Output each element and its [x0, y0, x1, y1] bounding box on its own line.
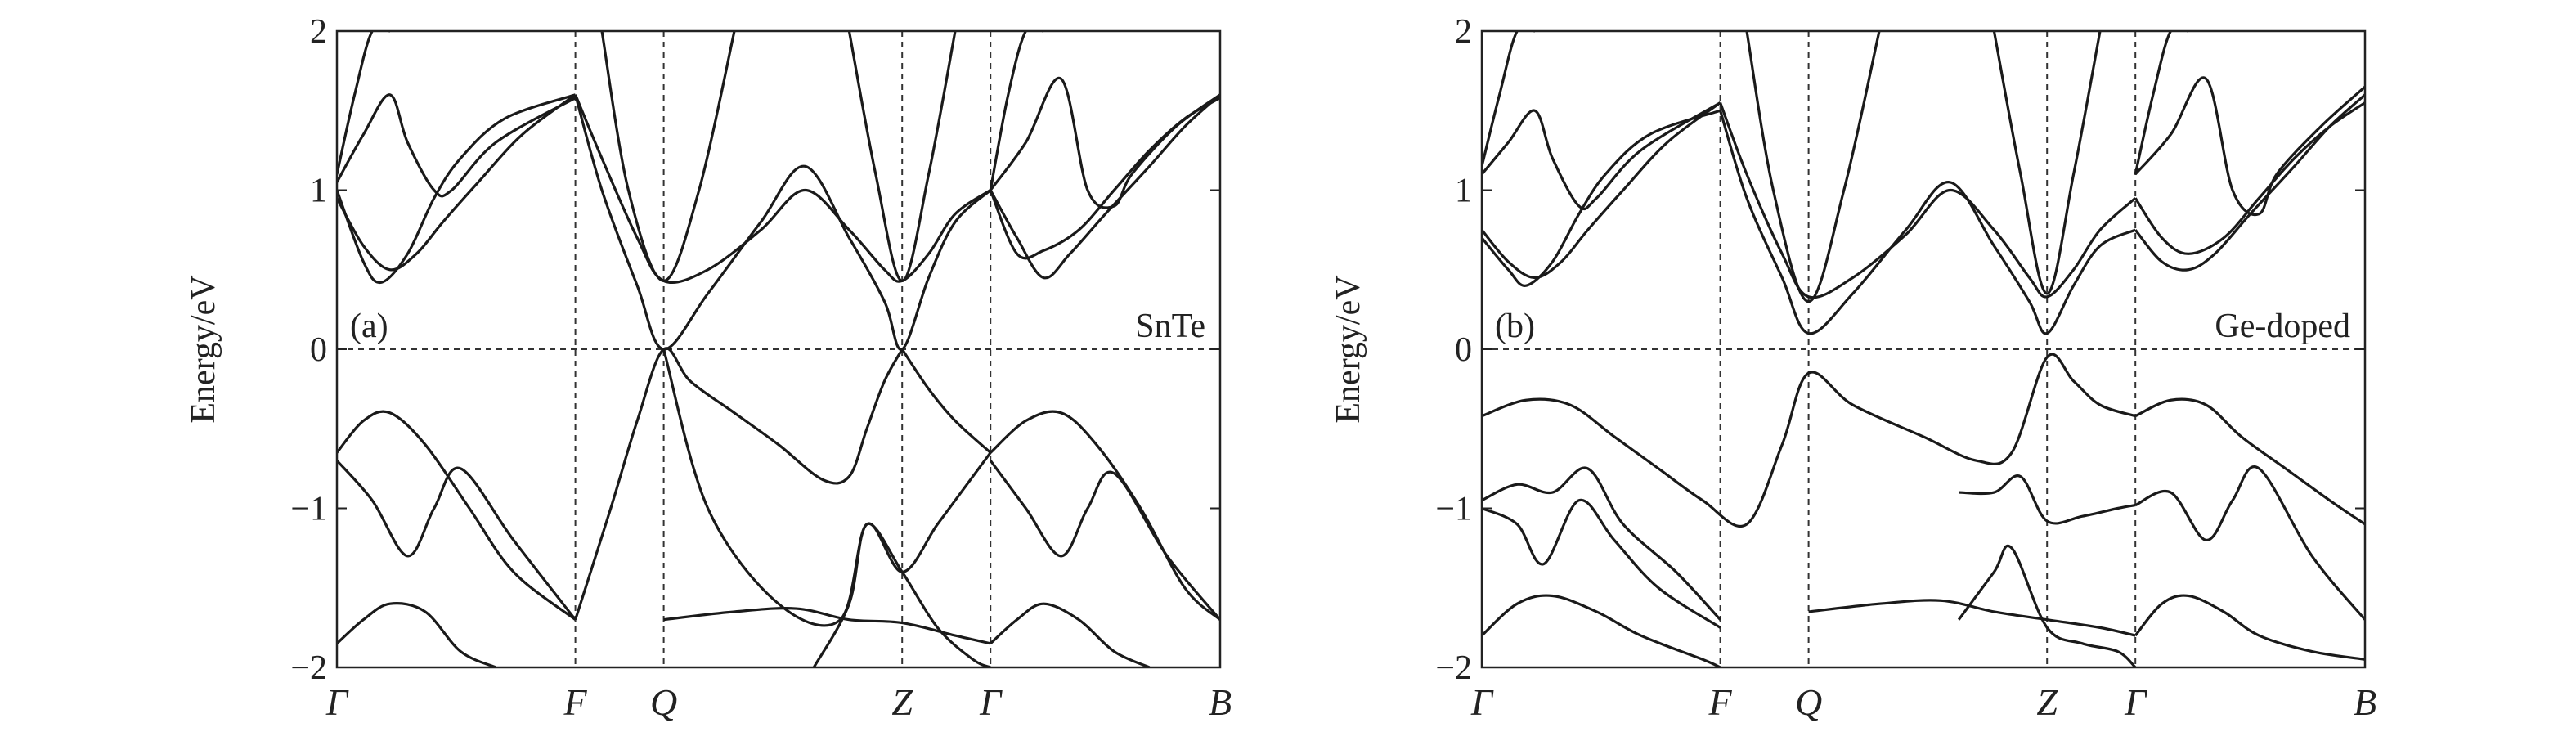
band-line — [1719, 110, 2136, 335]
band-line — [2134, 93, 2365, 272]
band-line — [1745, 31, 1881, 303]
y-tick-label: 2 — [1455, 13, 1472, 51]
band-line — [574, 94, 992, 285]
band-line — [812, 522, 991, 667]
band-line — [2134, 397, 2365, 526]
band-line — [337, 460, 577, 621]
band-line — [1482, 31, 1535, 167]
band-line — [337, 93, 577, 198]
material-label: SnTe — [1135, 308, 1205, 345]
material-label: Ge-doped — [2215, 308, 2350, 345]
band-line — [2134, 101, 2365, 255]
band-line — [2134, 594, 2365, 661]
kpoint-label: Γ — [325, 681, 349, 723]
band-line — [662, 348, 992, 627]
kpoint-label: Γ — [1470, 681, 1494, 723]
y-tick-label: −1 — [1435, 491, 1472, 528]
band-line — [989, 93, 1220, 280]
band-line — [2134, 465, 2365, 621]
y-tick-label: 1 — [1455, 173, 1472, 210]
band-line — [1482, 109, 1721, 287]
band-line — [337, 93, 577, 285]
band-line — [990, 410, 1220, 621]
band-line — [989, 76, 1220, 209]
y-tick-label: −1 — [290, 491, 327, 528]
band-line — [1957, 544, 2137, 667]
band-line — [989, 460, 1220, 621]
y-axis-label: Energy/eV — [1330, 275, 1367, 423]
kpoint-label: Z — [2036, 681, 2058, 723]
band-line — [2134, 76, 2365, 217]
y-axis-label: Energy/eV — [185, 275, 222, 423]
band-line — [1482, 101, 1721, 280]
band-line — [337, 410, 577, 621]
band-line — [989, 97, 1220, 260]
band-line — [1992, 31, 2102, 295]
kpoint-label: F — [563, 681, 588, 723]
band-line — [1482, 594, 1721, 667]
band-line — [600, 31, 736, 282]
band-structure-panel-ge-doped: −2 −1 0 1 2 Γ F Q Z Γ B Energy/eV (b) Ge-doped — [1330, 13, 2376, 723]
band-structure-panel-snte: −2 −1 0 1 2 Γ F Q Z Γ B Energy/eV (a) SnTe — [185, 13, 1232, 723]
band-line — [900, 348, 992, 454]
kpoint-label: Z — [891, 681, 913, 723]
band-line — [2134, 31, 2188, 175]
y-tick-label: 2 — [310, 13, 327, 51]
band-line — [574, 94, 992, 351]
band-lines — [337, 31, 1220, 667]
band-line — [989, 31, 1043, 191]
band-line — [1719, 101, 2137, 299]
kpoint-label: Γ — [979, 681, 1003, 723]
kpoint-label: Q — [1795, 681, 1822, 723]
kpoint-label: B — [1209, 681, 1232, 723]
y-tick-label: −2 — [1435, 649, 1472, 687]
band-line — [1959, 474, 2136, 525]
band-line — [337, 93, 577, 272]
band-line — [663, 607, 991, 645]
band-line — [337, 31, 390, 175]
band-line — [1482, 466, 1721, 621]
band-line — [1482, 498, 1721, 629]
kpoint-label: Q — [650, 681, 677, 723]
kpoint-label: Γ — [2124, 681, 2147, 723]
kpoint-label: F — [1708, 681, 1733, 723]
panel-label: (a) — [350, 308, 388, 345]
y-tick-label: 0 — [1455, 331, 1472, 369]
band-line — [337, 602, 497, 667]
band-line — [574, 347, 904, 621]
band-lines — [1482, 31, 2365, 667]
y-tick-label: 0 — [310, 331, 327, 369]
kpoint-label: B — [2354, 681, 2376, 723]
band-line — [1808, 599, 2136, 637]
band-line — [1482, 101, 1721, 211]
band-line — [1482, 353, 2136, 528]
panel-label: (b) — [1495, 308, 1535, 345]
y-tick-label: −2 — [290, 649, 327, 687]
band-line — [990, 602, 1151, 667]
y-tick-label: 1 — [310, 173, 327, 210]
band-line — [847, 31, 957, 282]
